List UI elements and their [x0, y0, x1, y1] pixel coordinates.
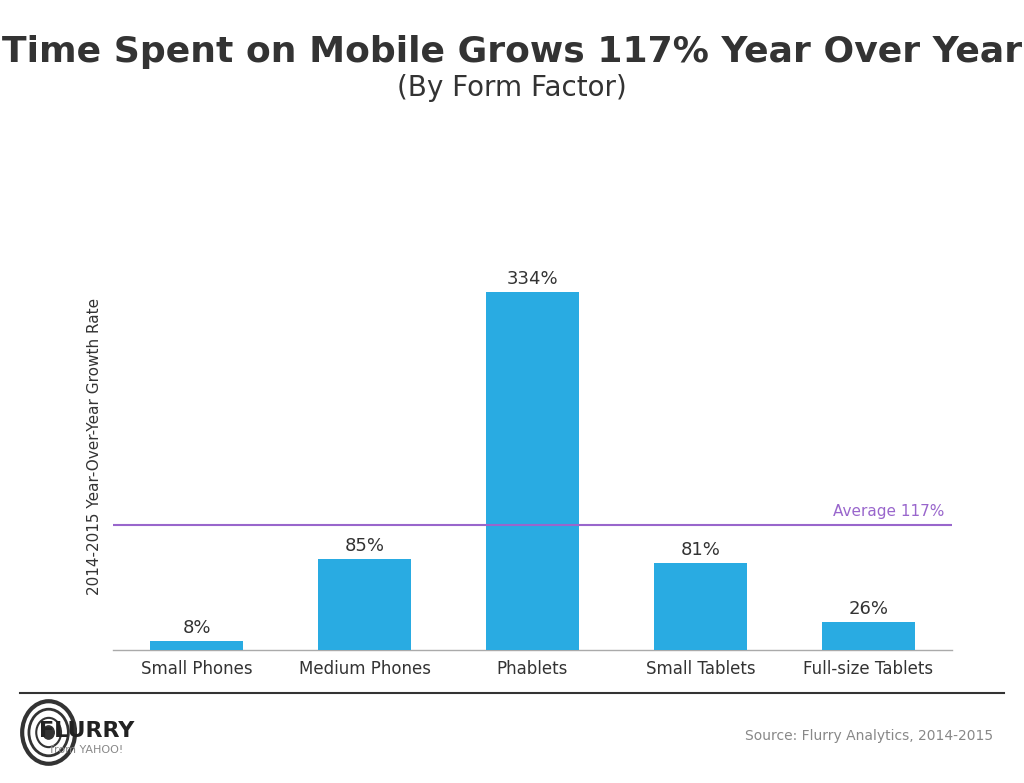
- Circle shape: [43, 726, 54, 739]
- Text: Source: Flurry Analytics, 2014-2015: Source: Flurry Analytics, 2014-2015: [745, 729, 993, 743]
- Text: FLURRY: FLURRY: [39, 720, 135, 741]
- Text: Time Spent on Mobile Grows 117% Year Over Year: Time Spent on Mobile Grows 117% Year Ove…: [2, 35, 1022, 69]
- Text: from YAHOO!: from YAHOO!: [50, 745, 124, 755]
- Bar: [654, 563, 746, 650]
- Text: 8%: 8%: [182, 619, 211, 637]
- Bar: [318, 559, 411, 650]
- Text: 334%: 334%: [507, 269, 558, 287]
- Y-axis label: 2014-2015 Year-Over-Year Growth Rate: 2014-2015 Year-Over-Year Growth Rate: [87, 298, 101, 595]
- Text: 26%: 26%: [848, 600, 889, 618]
- Text: (By Form Factor): (By Form Factor): [397, 74, 627, 103]
- Text: Average 117%: Average 117%: [833, 504, 944, 519]
- Text: 85%: 85%: [344, 536, 385, 554]
- Bar: [822, 622, 914, 650]
- Bar: [151, 641, 243, 650]
- Bar: [486, 292, 579, 650]
- Text: 81%: 81%: [681, 541, 720, 559]
